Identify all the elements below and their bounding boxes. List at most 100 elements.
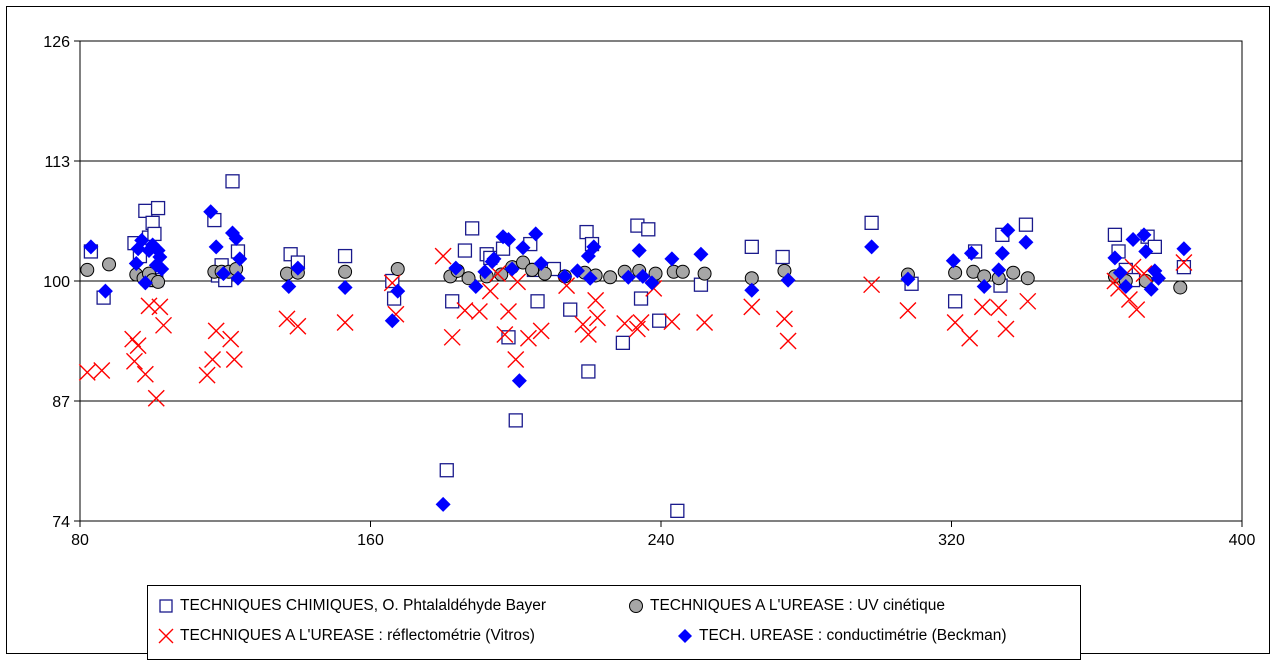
data-point-diamond (290, 260, 306, 276)
series-filled-circle (80, 255, 1188, 295)
data-point-cross (278, 310, 296, 328)
data-point-diamond (1125, 231, 1141, 247)
data-point-diamond (477, 264, 493, 280)
data-point-square (775, 249, 790, 265)
x-tick-label: 240 (648, 532, 675, 549)
data-point-diamond (515, 240, 531, 256)
data-point-diamond (1018, 234, 1034, 250)
data-point-square (744, 239, 759, 254)
data-point-square (641, 222, 656, 237)
data-point-cross (78, 363, 96, 381)
series-open-square (83, 174, 1192, 518)
data-point-square (670, 503, 685, 518)
legend-label: TECHNIQUES CHIMIQUES, O. Phtalaldéhyde B… (180, 597, 547, 614)
data-point-diamond (864, 239, 880, 255)
data-point-cross (1135, 265, 1153, 283)
data-point-circle (948, 265, 963, 280)
data-point-diamond (580, 248, 596, 264)
data-point-cross (1120, 290, 1138, 308)
data-point-circle (461, 271, 476, 286)
data-point-cross (1128, 301, 1146, 319)
data-point-diamond (533, 255, 549, 271)
data-point-cross (973, 298, 991, 316)
data-point-cross (579, 326, 597, 344)
data-point-diamond (1138, 243, 1154, 259)
data-point-diamond (228, 231, 244, 247)
x-tick-label: 80 (71, 532, 89, 549)
y-tick-label: 113 (44, 154, 70, 171)
data-point-diamond (468, 279, 484, 295)
data-point-circle (102, 257, 117, 272)
data-point-diamond (976, 279, 992, 295)
y-tick-label: 87 (52, 394, 70, 411)
data-point-diamond (128, 255, 144, 271)
data-point-circle (675, 264, 690, 279)
data-point-diamond (631, 243, 647, 259)
data-point-cross (225, 350, 243, 368)
data-point-cross (628, 320, 646, 338)
data-point-diamond (281, 279, 297, 295)
data-point-diamond (448, 260, 464, 276)
data-point-diamond (1176, 241, 1192, 257)
data-point-diamond (963, 245, 979, 261)
data-point-diamond (152, 249, 168, 265)
data-point-circle (525, 262, 540, 277)
data-points (78, 174, 1193, 518)
data-point-diamond (744, 282, 760, 298)
data-point-diamond (635, 268, 651, 284)
data-point-diamond (203, 204, 219, 220)
data-point-cross (587, 291, 605, 309)
data-point-circle (390, 262, 405, 276)
data-point-circle (338, 264, 353, 279)
data-point-circle (516, 255, 531, 270)
data-point-cross (696, 314, 714, 332)
data-point-diamond (693, 246, 709, 262)
data-point-cross (155, 316, 173, 334)
data-point-diamond (500, 231, 516, 247)
data-point-square (225, 174, 240, 189)
data-point-cross (136, 365, 154, 383)
data-point-cross (336, 314, 354, 332)
data-point-cross (632, 314, 650, 332)
legend-label: TECHNIQUES A L'UREASE : réflectométrie (… (180, 627, 535, 644)
data-point-cross (222, 330, 240, 348)
series-filled-diamond (83, 204, 1192, 512)
data-point-cross (496, 326, 514, 344)
data-point-cross (507, 350, 525, 368)
y-tick-label: 74 (52, 514, 70, 531)
data-point-cross (93, 362, 111, 380)
data-point-cross (289, 317, 307, 335)
series-x-cross (78, 247, 1193, 407)
legend-label: TECHNIQUES A L'UREASE : UV cinétique (650, 597, 945, 614)
data-point-cross (519, 329, 537, 347)
data-point-diamond (780, 272, 796, 288)
data-point-circle (1020, 271, 1035, 286)
data-point-diamond (137, 275, 153, 291)
data-point-cross (779, 332, 797, 350)
data-point-cross (129, 337, 147, 355)
data-point-square (1176, 260, 1192, 275)
y-tick-label: 100 (43, 274, 70, 291)
data-point-square (457, 243, 473, 258)
data-point-diamond (154, 261, 170, 277)
data-point-cross (147, 389, 165, 407)
data-point-cross (743, 298, 761, 316)
data-point-cross (961, 329, 979, 347)
data-point-cross (1019, 292, 1037, 310)
data-point-cross (863, 276, 881, 294)
data-point-cross (499, 302, 517, 320)
data-point-diamond (1118, 279, 1134, 295)
data-point-diamond (991, 262, 1007, 278)
data-point-square (1018, 217, 1034, 232)
data-point-cross (151, 298, 169, 316)
data-point-diamond (644, 275, 660, 291)
data-point-circle (603, 270, 618, 285)
data-point-diamond (215, 266, 231, 282)
data-point-diamond (504, 261, 520, 277)
data-point-diamond (390, 283, 406, 299)
data-point-cross (588, 309, 606, 327)
data-point-circle (1173, 280, 1188, 295)
data-point-diamond (620, 269, 636, 285)
data-point-cross (456, 302, 474, 320)
data-point-square (150, 200, 166, 216)
